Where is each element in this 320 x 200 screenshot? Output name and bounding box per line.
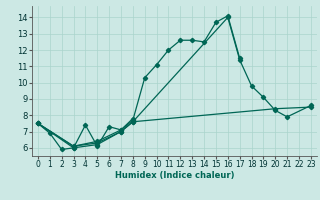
X-axis label: Humidex (Indice chaleur): Humidex (Indice chaleur) [115,171,234,180]
